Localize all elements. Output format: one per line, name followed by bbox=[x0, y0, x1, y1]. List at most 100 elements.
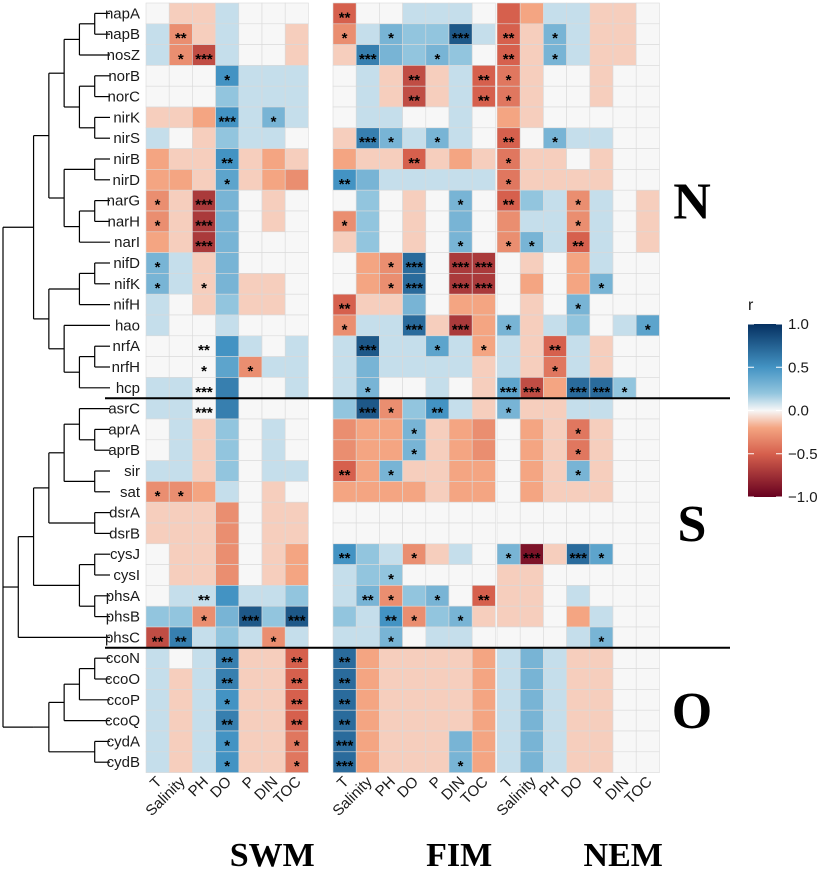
sig-NEM-nirB-T: * bbox=[506, 155, 512, 172]
cell-NEM-ccoQ-PH bbox=[543, 709, 567, 732]
cell-FIM-nosZ-T bbox=[332, 44, 357, 66]
sig-SWM-norB-DO: * bbox=[224, 72, 230, 89]
cell-SWM-phsA-T bbox=[145, 585, 170, 607]
cell-SWM-nifD-TOC bbox=[284, 252, 309, 274]
cell-SWM-phsB-Salinity bbox=[168, 605, 193, 628]
cell-SWM-cysI-PH bbox=[192, 564, 216, 586]
cell-NEM-dsrB-PH bbox=[543, 522, 567, 545]
cell-NEM-narH-DIN bbox=[612, 210, 637, 233]
cell-NEM-hcp-PH bbox=[543, 377, 567, 399]
cell-SWM-nosZ-DO bbox=[215, 44, 240, 66]
cell-FIM-norB-P bbox=[425, 65, 450, 87]
cell-NEM-cydA-DO bbox=[566, 730, 591, 753]
cell-SWM-ccoN-DIN bbox=[261, 647, 286, 669]
cell-SWM-asrC-T bbox=[145, 397, 170, 420]
cell-NEM-norC-P bbox=[589, 85, 614, 108]
cell-SWM-ccoO-P bbox=[238, 668, 263, 690]
cell-NEM-sir-Salinity bbox=[519, 460, 544, 482]
sig-FIM-phsA-Salinity: ** bbox=[362, 592, 374, 609]
heatmap-cells bbox=[145, 2, 660, 773]
cell-SWM-napA-T bbox=[145, 2, 170, 25]
cell-SWM-dsrA-TOC bbox=[284, 501, 309, 524]
cell-NEM-cysI-TOC bbox=[635, 564, 660, 586]
sig-NEM-napB-PH: * bbox=[552, 30, 558, 47]
gene-label-nifK: nifK bbox=[114, 276, 140, 293]
cell-FIM-narG-P bbox=[425, 189, 450, 212]
cell-SWM-nrfA-Salinity bbox=[168, 335, 193, 357]
cell-FIM-cydA-DO bbox=[402, 730, 427, 753]
cell-NEM-nrfA-Salinity bbox=[519, 335, 544, 357]
gene-label-asrC: asrC bbox=[108, 401, 140, 418]
cell-FIM-aprB-DIN bbox=[448, 439, 473, 461]
cell-NEM-phsC-Salinity bbox=[519, 626, 544, 649]
cell-NEM-dsrA-TOC bbox=[635, 501, 660, 524]
sig-NEM-hao-TOC: * bbox=[645, 321, 651, 338]
cell-FIM-ccoP-DIN bbox=[448, 689, 473, 711]
cell-SWM-asrC-DIN bbox=[261, 397, 286, 420]
cell-FIM-nrfH-P bbox=[425, 356, 450, 378]
cell-NEM-nrfA-DO bbox=[566, 335, 591, 357]
cell-NEM-narI-TOC bbox=[635, 231, 660, 253]
cell-SWM-sat-PH bbox=[192, 481, 216, 503]
cell-SWM-phsC-DO bbox=[215, 626, 240, 649]
cell-FIM-dsrA-DIN bbox=[448, 501, 473, 524]
cell-NEM-hao-DO bbox=[566, 314, 591, 337]
cell-FIM-hcp-DIN bbox=[448, 377, 473, 399]
cell-FIM-cysI-TOC bbox=[471, 564, 496, 586]
sig-SWM-phsB-P: *** bbox=[242, 613, 260, 630]
cell-SWM-dsrA-P bbox=[238, 501, 263, 524]
sig-NEM-nosZ-PH: * bbox=[552, 51, 558, 68]
cell-FIM-nirB-T bbox=[332, 148, 357, 170]
cell-NEM-sat-Salinity bbox=[519, 481, 544, 503]
sig-FIM-hao-T: * bbox=[342, 321, 348, 338]
cell-NEM-cydA-P bbox=[589, 730, 614, 753]
cell-NEM-narG-Salinity bbox=[519, 189, 544, 212]
cell-NEM-cysJ-DIN bbox=[612, 543, 637, 565]
cell-SWM-cydB-PH bbox=[192, 751, 216, 773]
cell-NEM-nifH-Salinity bbox=[519, 293, 544, 316]
cell-SWM-norB-PH bbox=[192, 65, 216, 87]
cell-SWM-ccoN-Salinity bbox=[168, 647, 193, 669]
cell-NEM-phsC-PH bbox=[543, 626, 567, 649]
cell-NEM-aprA-T bbox=[496, 418, 521, 441]
cell-NEM-nifD-Salinity bbox=[519, 252, 544, 274]
cell-FIM-ccoO-DO bbox=[402, 668, 427, 690]
cell-SWM-cydB-DIN bbox=[261, 751, 286, 773]
cell-NEM-phsA-DIN bbox=[612, 585, 637, 607]
cell-SWM-nirK-Salinity bbox=[168, 106, 193, 129]
cell-FIM-phsB-P bbox=[425, 605, 450, 628]
cell-SWM-aprB-T bbox=[145, 439, 170, 461]
cell-FIM-cydB-DO bbox=[402, 751, 427, 773]
sig-FIM-nifD-DO: *** bbox=[405, 259, 423, 276]
cell-NEM-nifK-DO bbox=[566, 273, 591, 295]
sig-SWM-phsA-PH: ** bbox=[198, 592, 210, 609]
cell-NEM-cysI-Salinity bbox=[519, 564, 544, 586]
sig-FIM-nirS-PH: * bbox=[388, 134, 394, 151]
cell-FIM-nifH-TOC bbox=[471, 293, 496, 316]
cell-FIM-hao-TOC bbox=[471, 314, 496, 337]
cell-SWM-dsrA-DO bbox=[215, 501, 240, 524]
cell-FIM-aprB-PH bbox=[379, 439, 403, 461]
cell-NEM-hao-DIN bbox=[612, 314, 637, 337]
cell-NEM-nrfH-TOC bbox=[635, 356, 660, 378]
cell-SWM-ccoN-T bbox=[145, 647, 170, 669]
cell-SWM-narI-DO bbox=[215, 231, 240, 253]
gene-label-cysI: cysI bbox=[113, 567, 140, 584]
cell-NEM-asrC-DO bbox=[566, 397, 591, 420]
cell-SWM-cydB-P bbox=[238, 751, 263, 773]
cell-SWM-nirB-T bbox=[145, 148, 170, 170]
cell-FIM-nirB-Salinity bbox=[355, 148, 380, 170]
cell-NEM-sir-P bbox=[589, 460, 614, 482]
cell-FIM-ccoP-Salinity bbox=[355, 689, 380, 711]
cell-SWM-nrfH-DIN bbox=[261, 356, 286, 378]
cell-FIM-nrfH-Salinity bbox=[355, 356, 380, 378]
cell-SWM-dsrA-DIN bbox=[261, 501, 286, 524]
cell-NEM-ccoO-DIN bbox=[612, 668, 637, 690]
cell-FIM-ccoQ-DO bbox=[402, 709, 427, 732]
cell-NEM-dsrA-T bbox=[496, 501, 521, 524]
cell-FIM-nifK-P bbox=[425, 273, 450, 295]
cell-SWM-nirD-PH bbox=[192, 169, 216, 191]
cell-SWM-nirD-T bbox=[145, 169, 170, 191]
cell-FIM-ccoP-P bbox=[425, 689, 450, 711]
cell-FIM-dsrA-DO bbox=[402, 501, 427, 524]
